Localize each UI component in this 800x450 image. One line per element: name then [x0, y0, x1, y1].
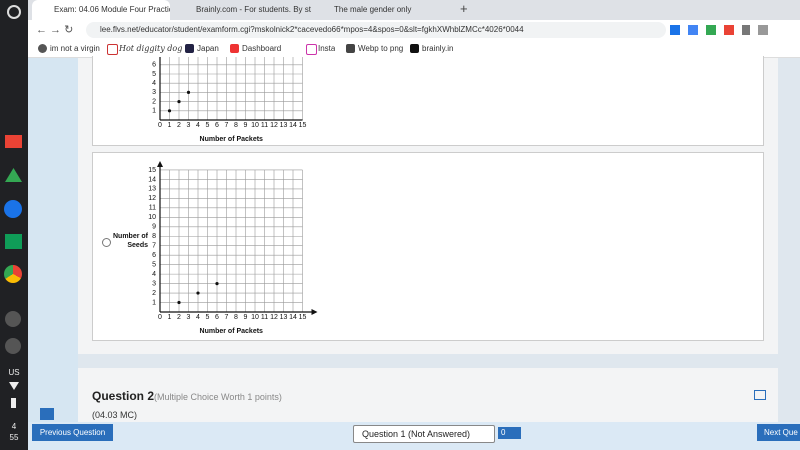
- question-number: Question 2: [92, 389, 155, 403]
- address-bar[interactable]: [86, 22, 666, 38]
- bookmark[interactable]: im not a virgin: [36, 40, 100, 57]
- content-panel: [78, 368, 778, 422]
- bookmark[interactable]: Webp to png: [344, 40, 403, 57]
- left-strip: [28, 58, 78, 422]
- tab[interactable]: Exam: 04.06 Module Four Practic: [32, 0, 170, 20]
- bookmark[interactable]: Insta: [304, 40, 335, 57]
- launcher[interactable]: [7, 5, 21, 19]
- gmail-icon[interactable]: [5, 135, 22, 148]
- option-box: [92, 152, 764, 341]
- nav-buttons[interactable]: ← → ↻: [36, 24, 74, 36]
- scroll-button[interactable]: [40, 408, 54, 420]
- tab[interactable]: The male gender only: [334, 5, 412, 14]
- bookmark[interactable]: Dashboard: [228, 40, 281, 57]
- chrome-icon[interactable]: [4, 265, 22, 283]
- battery-icon: [11, 398, 16, 408]
- keyboard-layout: US: [8, 368, 20, 377]
- tab-strip: [28, 0, 800, 20]
- meet-icon[interactable]: [4, 200, 22, 218]
- drive-icon[interactable]: [5, 168, 22, 182]
- classroom-icon[interactable]: [5, 234, 22, 249]
- flag-icon[interactable]: [754, 390, 766, 400]
- question-title: Question 2(Multiple Choice Worth 1 point…: [92, 389, 282, 403]
- bookmark[interactable]: Hot diggity dog: [105, 40, 182, 57]
- question-select[interactable]: Question 1 (Not Answered): [353, 425, 495, 443]
- clock-minute: 55: [9, 433, 19, 442]
- bookmark[interactable]: Japan: [183, 40, 219, 57]
- bookmark[interactable]: brainly.in: [408, 40, 453, 57]
- question-worth: (Multiple Choice Worth 1 points): [154, 392, 282, 402]
- url: lee.flvs.net/educator/student/examform.c…: [100, 25, 524, 34]
- new-tab-button[interactable]: +: [460, 1, 468, 16]
- settings-icon[interactable]: [5, 338, 21, 354]
- mic-icon[interactable]: [5, 311, 21, 327]
- previous-button[interactable]: Previous Question: [32, 424, 113, 441]
- clock-hour: 4: [11, 422, 17, 431]
- radio-button[interactable]: [102, 238, 111, 247]
- option-box: [92, 56, 764, 146]
- extensions[interactable]: [670, 25, 780, 35]
- flag-count[interactable]: 0: [498, 427, 521, 439]
- shelf: US 4 55: [0, 0, 28, 450]
- tab[interactable]: Brainly.com - For students. By st: [196, 5, 311, 14]
- next-button[interactable]: Next Que: [757, 424, 800, 441]
- wifi-icon: [9, 382, 19, 390]
- question-code: (04.03 MC): [92, 410, 138, 420]
